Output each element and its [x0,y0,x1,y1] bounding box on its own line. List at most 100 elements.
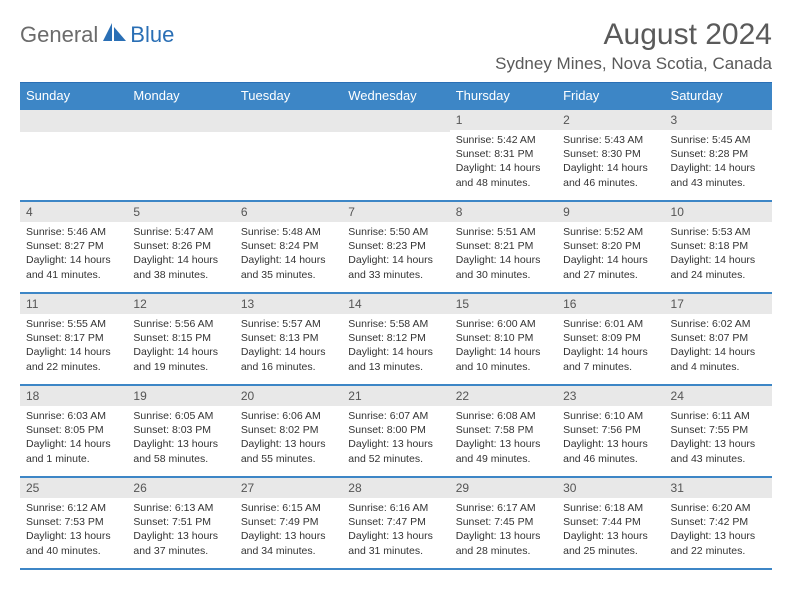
sunset-line: Sunset: 8:24 PM [241,239,336,253]
sunrise-line: Sunrise: 6:02 AM [671,317,766,331]
day-number: 8 [450,202,557,222]
daylight-line: Daylight: 13 hours and 58 minutes. [133,437,228,465]
day-info: Sunrise: 6:00 AMSunset: 8:10 PMDaylight:… [450,317,557,374]
day-info: Sunrise: 6:10 AMSunset: 7:56 PMDaylight:… [557,409,664,466]
sunset-line: Sunset: 7:44 PM [563,515,658,529]
day-info: Sunrise: 6:08 AMSunset: 7:58 PMDaylight:… [450,409,557,466]
day-number: 31 [665,478,772,498]
day-cell: 19 Sunrise: 6:05 AMSunset: 8:03 PMDayligh… [127,385,234,477]
day-number: 22 [450,386,557,406]
sunset-line: Sunset: 8:30 PM [563,147,658,161]
daylight-line: Daylight: 13 hours and 25 minutes. [563,529,658,557]
day-info: Sunrise: 5:42 AMSunset: 8:31 PMDaylight:… [450,133,557,190]
dow-header: Saturday [665,83,772,110]
calendar-table: SundayMondayTuesdayWednesdayThursdayFrid… [20,82,772,570]
day-number-empty [127,110,234,132]
day-number-empty [342,110,449,132]
sunset-line: Sunset: 7:45 PM [456,515,551,529]
day-cell [20,109,127,201]
day-cell: 24Sunrise: 6:11 AMSunset: 7:55 PMDayligh… [665,385,772,477]
day-number: 29 [450,478,557,498]
day-number: 14 [342,294,449,314]
title-block: August 2024 Sydney Mines, Nova Scotia, C… [495,18,772,74]
day-number: 5 [127,202,234,222]
day-cell: 21Sunrise: 6:07 AMSunset: 8:00 PMDayligh… [342,385,449,477]
sunset-line: Sunset: 8:00 PM [348,423,443,437]
day-cell: 3Sunrise: 5:45 AMSunset: 8:28 PMDaylight… [665,109,772,201]
brand-sail-icon [102,21,128,48]
day-info: Sunrise: 6:17 AMSunset: 7:45 PMDaylight:… [450,501,557,558]
daylight-line: Daylight: 13 hours and 31 minutes. [348,529,443,557]
sunrise-line: Sunrise: 5:48 AM [241,225,336,239]
day-cell: 14Sunrise: 5:58 AMSunset: 8:12 PMDayligh… [342,293,449,385]
day-cell: 4Sunrise: 5:46 AMSunset: 8:27 PMDaylight… [20,201,127,293]
sunrise-line: Sunrise: 6:03 AM [26,409,121,423]
sunset-line: Sunset: 8:21 PM [456,239,551,253]
day-info: Sunrise: 5:47 AMSunset: 8:26 PMDaylight:… [127,225,234,282]
daylight-line: Daylight: 14 hours and 48 minutes. [456,161,551,189]
dow-header: Wednesday [342,83,449,110]
day-number: 7 [342,202,449,222]
sunrise-line: Sunrise: 5:58 AM [348,317,443,331]
sunset-line: Sunset: 7:42 PM [671,515,766,529]
daylight-line: Daylight: 14 hours and 22 minutes. [26,345,121,373]
sunrise-line: Sunrise: 6:18 AM [563,501,658,515]
sunset-line: Sunset: 7:55 PM [671,423,766,437]
daylight-line: Daylight: 13 hours and 46 minutes. [563,437,658,465]
daylight-line: Daylight: 14 hours and 13 minutes. [348,345,443,373]
day-cell: 23Sunrise: 6:10 AMSunset: 7:56 PMDayligh… [557,385,664,477]
sunset-line: Sunset: 8:18 PM [671,239,766,253]
sunrise-line: Sunrise: 6:07 AM [348,409,443,423]
day-number: 9 [557,202,664,222]
day-cell: 2Sunrise: 5:43 AMSunset: 8:30 PMDaylight… [557,109,664,201]
sunset-line: Sunset: 8:31 PM [456,147,551,161]
day-number: 19 [127,386,234,406]
sunset-line: Sunset: 8:07 PM [671,331,766,345]
dow-header: Friday [557,83,664,110]
daylight-line: Daylight: 14 hours and 4 minutes. [671,345,766,373]
week-row: 1Sunrise: 5:42 AMSunset: 8:31 PMDaylight… [20,109,772,201]
sunset-line: Sunset: 8:17 PM [26,331,121,345]
daylight-line: Daylight: 14 hours and 27 minutes. [563,253,658,281]
dow-header: Sunday [20,83,127,110]
day-cell: 17 Sunrise: 6:02 AMSunset: 8:07 PMDayligh… [665,293,772,385]
day-cell: 26Sunrise: 6:13 AMSunset: 7:51 PMDayligh… [127,477,234,569]
sunset-line: Sunset: 8:26 PM [133,239,228,253]
day-info: Sunrise: 5:56 AMSunset: 8:15 PMDaylight:… [127,317,234,374]
day-cell [235,109,342,201]
day-cell: 15 Sunrise: 6:00 AMSunset: 8:10 PMDayligh… [450,293,557,385]
day-number: 3 [665,110,772,130]
daylight-line: Daylight: 14 hours and 16 minutes. [241,345,336,373]
daylight-line: Daylight: 13 hours and 52 minutes. [348,437,443,465]
sunset-line: Sunset: 7:47 PM [348,515,443,529]
sunset-line: Sunset: 8:27 PM [26,239,121,253]
day-number: 27 [235,478,342,498]
day-number: 16 [557,294,664,314]
brand-part1: General [20,22,98,48]
sunrise-line: Sunrise: 6:13 AM [133,501,228,515]
sunset-line: Sunset: 8:10 PM [456,331,551,345]
sunset-line: Sunset: 7:51 PM [133,515,228,529]
location: Sydney Mines, Nova Scotia, Canada [495,54,772,74]
day-cell: 18Sunrise: 6:03 AMSunset: 8:05 PMDayligh… [20,385,127,477]
sunrise-line: Sunrise: 6:16 AM [348,501,443,515]
sunrise-line: Sunrise: 5:51 AM [456,225,551,239]
daylight-line: Daylight: 13 hours and 49 minutes. [456,437,551,465]
day-number: 17 [665,294,772,314]
sunrise-line: Sunrise: 6:15 AM [241,501,336,515]
day-info: Sunrise: 5:53 AMSunset: 8:18 PMDaylight:… [665,225,772,282]
sunset-line: Sunset: 7:58 PM [456,423,551,437]
day-info: Sunrise: 6:05 AMSunset: 8:03 PMDaylight:… [127,409,234,466]
sunset-line: Sunset: 8:15 PM [133,331,228,345]
day-number: 6 [235,202,342,222]
day-number: 13 [235,294,342,314]
day-cell: 30Sunrise: 6:18 AMSunset: 7:44 PMDayligh… [557,477,664,569]
day-number: 15 [450,294,557,314]
day-cell: 5 Sunrise: 5:47 AMSunset: 8:26 PMDaylight… [127,201,234,293]
day-info: Sunrise: 5:46 AMSunset: 8:27 PMDaylight:… [20,225,127,282]
day-cell: 8Sunrise: 5:51 AMSunset: 8:21 PMDaylight… [450,201,557,293]
day-info: Sunrise: 6:20 AMSunset: 7:42 PMDaylight:… [665,501,772,558]
sunrise-line: Sunrise: 6:06 AM [241,409,336,423]
sunset-line: Sunset: 8:03 PM [133,423,228,437]
sunrise-line: Sunrise: 6:20 AM [671,501,766,515]
